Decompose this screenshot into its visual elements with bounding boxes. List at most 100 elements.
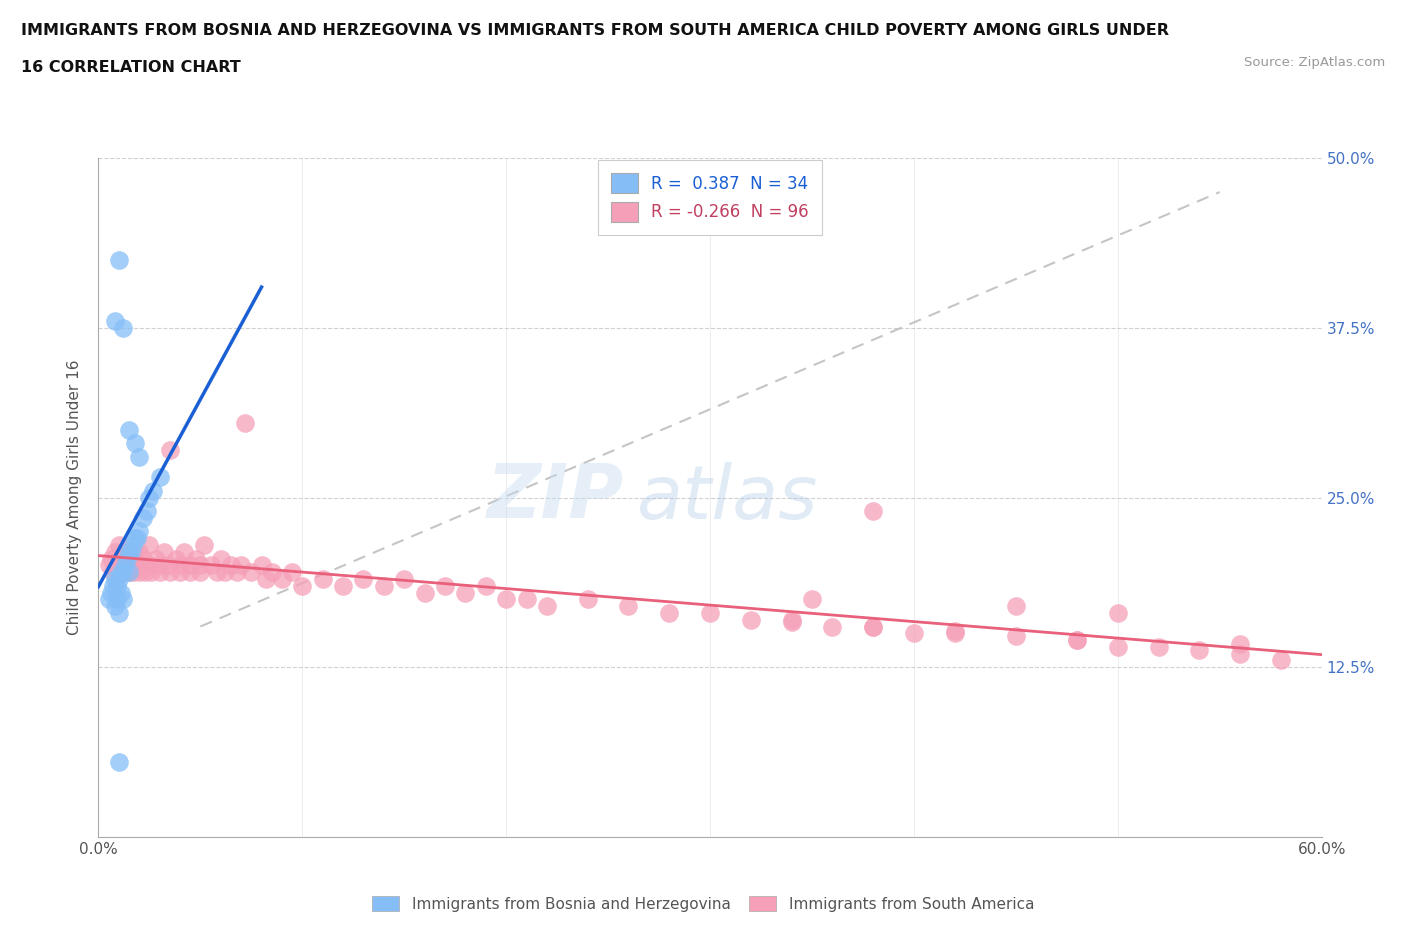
Point <box>101 578 124 593</box>
Point <box>1229 646 1251 661</box>
Y-axis label: Child Poverty Among Girls Under 16: Child Poverty Among Girls Under 16 <box>67 360 83 635</box>
Point <box>105 578 128 593</box>
Point <box>291 578 314 593</box>
Point <box>138 538 160 552</box>
Point <box>149 470 172 485</box>
Point <box>138 558 160 573</box>
Point <box>1229 637 1251 652</box>
Point <box>200 558 222 573</box>
Point <box>115 551 138 566</box>
Legend: R =  0.387  N = 34, R = -0.266  N = 96: R = 0.387 N = 34, R = -0.266 N = 96 <box>598 160 823 235</box>
Point <box>108 538 131 552</box>
Point <box>138 490 160 505</box>
Point <box>821 619 844 634</box>
Point <box>214 565 236 579</box>
Point <box>120 544 142 559</box>
Point <box>132 511 155 525</box>
Point <box>111 320 134 336</box>
Point <box>136 504 159 519</box>
Point <box>110 551 132 566</box>
Point <box>862 619 884 634</box>
Point <box>862 619 884 634</box>
Point <box>124 531 146 546</box>
Point <box>149 565 172 579</box>
Legend: Immigrants from Bosnia and Herzegovina, Immigrants from South America: Immigrants from Bosnia and Herzegovina, … <box>366 889 1040 918</box>
Point <box>454 585 477 600</box>
Point <box>128 565 150 579</box>
Point <box>132 551 155 566</box>
Point <box>903 626 925 641</box>
Point <box>231 558 253 573</box>
Text: ZIP: ZIP <box>486 461 624 534</box>
Point <box>1066 632 1088 647</box>
Point <box>118 422 141 437</box>
Point <box>101 565 124 579</box>
Point <box>179 558 201 573</box>
Point <box>165 551 187 566</box>
Text: IMMIGRANTS FROM BOSNIA AND HERZEGOVINA VS IMMIGRANTS FROM SOUTH AMERICA CHILD PO: IMMIGRANTS FROM BOSNIA AND HERZEGOVINA V… <box>21 23 1170 38</box>
Point <box>1107 605 1129 620</box>
Point <box>474 578 498 593</box>
Point <box>108 755 131 770</box>
Point <box>1004 629 1026 644</box>
Point <box>128 525 150 539</box>
Point <box>352 572 374 587</box>
Point <box>254 572 277 587</box>
Point <box>159 565 181 579</box>
Point <box>392 572 416 587</box>
Point <box>152 544 174 559</box>
Point <box>159 443 181 458</box>
Point <box>270 572 294 587</box>
Point <box>108 565 131 579</box>
Point <box>740 612 762 627</box>
Point <box>124 544 146 559</box>
Point <box>142 484 165 498</box>
Point <box>115 558 138 573</box>
Point <box>156 558 179 573</box>
Point <box>1066 632 1088 647</box>
Point <box>1107 640 1129 655</box>
Point <box>205 565 228 579</box>
Point <box>209 551 232 566</box>
Point <box>617 599 640 614</box>
Point <box>111 565 134 579</box>
Point <box>240 565 263 579</box>
Point <box>127 531 149 546</box>
Point <box>1188 643 1211 658</box>
Point <box>780 612 803 627</box>
Point <box>862 504 884 519</box>
Point <box>127 558 149 573</box>
Point <box>1147 640 1170 655</box>
Point <box>943 626 966 641</box>
Point <box>312 572 335 587</box>
Point <box>134 565 156 579</box>
Point <box>118 544 141 559</box>
Point <box>169 558 191 573</box>
Point <box>128 544 150 559</box>
Point <box>97 558 120 573</box>
Point <box>100 551 122 566</box>
Point <box>1004 599 1026 614</box>
Point <box>111 558 134 573</box>
Point <box>169 565 191 579</box>
Point <box>104 544 127 559</box>
Point <box>110 585 132 600</box>
Point <box>114 544 136 559</box>
Point <box>699 605 721 620</box>
Point <box>281 565 304 579</box>
Point <box>114 558 136 573</box>
Text: 16 CORRELATION CHART: 16 CORRELATION CHART <box>21 60 240 75</box>
Point <box>118 565 141 579</box>
Point <box>801 592 824 607</box>
Point <box>173 544 195 559</box>
Point <box>250 558 273 573</box>
Point <box>118 565 141 579</box>
Point <box>1270 653 1292 668</box>
Point <box>226 565 249 579</box>
Point <box>516 592 538 607</box>
Point <box>373 578 395 593</box>
Point <box>124 436 146 451</box>
Point <box>149 558 172 573</box>
Point <box>576 592 599 607</box>
Point <box>219 558 242 573</box>
